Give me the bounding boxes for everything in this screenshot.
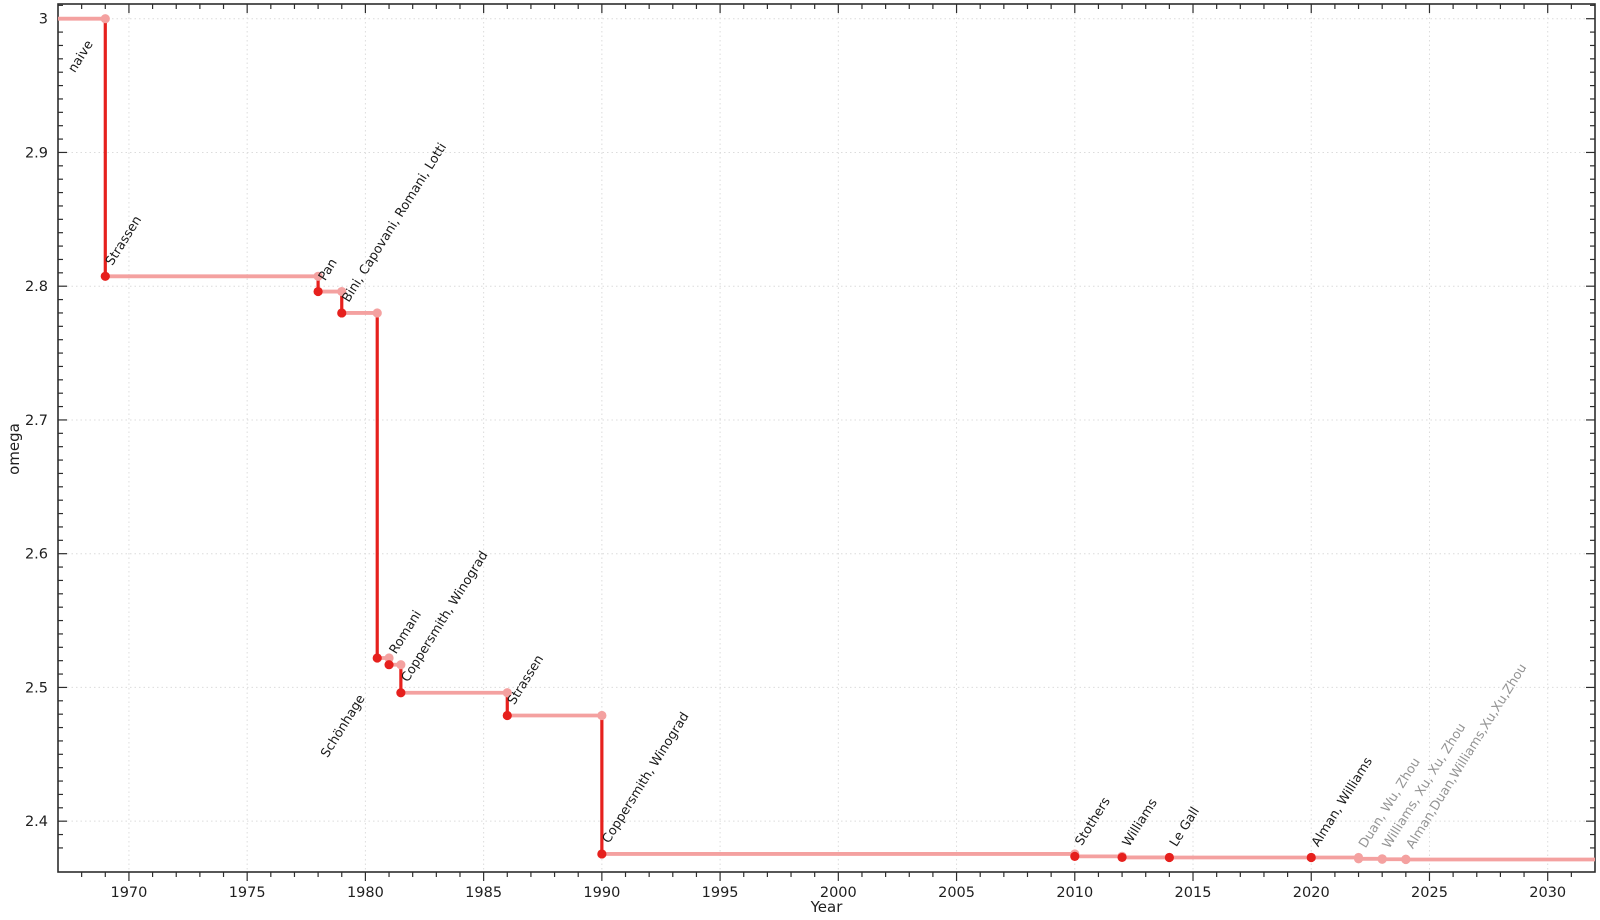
x-tick-label: 1975 <box>229 885 266 901</box>
step-corner-point <box>337 286 347 297</box>
y-tick-label: 2.4 <box>25 814 48 830</box>
data-point <box>396 688 406 698</box>
point-label: Schönhage <box>318 692 368 760</box>
x-tick-label: 2030 <box>1529 885 1566 901</box>
x-axis-title: Year <box>810 898 843 916</box>
data-point <box>597 849 607 859</box>
data-point <box>1353 854 1364 864</box>
x-tick-label: 2025 <box>1411 885 1448 901</box>
plot-frame <box>57 3 1596 873</box>
y-tick-label: 2.7 <box>25 413 48 429</box>
x-tick-label: 2020 <box>1293 885 1330 901</box>
x-tick-label: 1995 <box>702 885 739 901</box>
x-tick-label: 1985 <box>465 885 502 901</box>
data-point <box>313 286 323 297</box>
point-label: Strassen <box>103 213 145 268</box>
point-label: Strassen <box>505 653 547 708</box>
step-corner-point <box>597 710 607 721</box>
point-label: Williams <box>1120 796 1161 850</box>
x-tick-label: 2015 <box>1175 885 1212 901</box>
x-tick-label: 2010 <box>1056 885 1093 901</box>
step-corner-point <box>313 271 323 281</box>
data-point <box>1306 852 1316 863</box>
data-point <box>502 710 512 721</box>
y-tick-label: 2.8 <box>25 279 48 295</box>
y-axis-title: omega <box>5 423 23 475</box>
x-tick-label: 2000 <box>820 885 857 901</box>
x-tick-label: 2005 <box>938 885 975 901</box>
data-point <box>1070 851 1080 861</box>
data-point <box>1377 854 1387 864</box>
step-corner-point <box>100 14 110 24</box>
point-label: Coppersmith, Winograd <box>600 710 693 846</box>
y-tick-label: 3 <box>39 12 48 28</box>
point-label: naive <box>65 38 96 76</box>
data-point <box>372 653 382 663</box>
data-point <box>1401 854 1411 865</box>
data-point <box>1164 852 1174 863</box>
step-corner-point <box>396 660 406 670</box>
step-corner-point <box>372 308 382 318</box>
data-point <box>100 271 110 281</box>
y-tick-label: 2.5 <box>25 680 48 696</box>
x-tick-label: 1980 <box>347 885 384 901</box>
data-point <box>384 660 394 670</box>
x-tick-label: 1970 <box>110 885 147 901</box>
point-label: Bini, Capovani, Romani, Lotti <box>339 141 450 306</box>
data-point <box>1117 852 1127 863</box>
y-tick-label: 2.9 <box>25 145 48 161</box>
step-corner-point <box>502 688 512 698</box>
step-corner-point <box>384 653 394 663</box>
point-label: Alman,Duan,Williams,Xu,Xu,Zhou <box>1404 661 1531 851</box>
data-point <box>337 308 347 318</box>
x-tick-label: 1990 <box>583 885 620 901</box>
y-tick-label: 2.6 <box>25 547 48 563</box>
point-label: Le Gall <box>1167 805 1203 850</box>
